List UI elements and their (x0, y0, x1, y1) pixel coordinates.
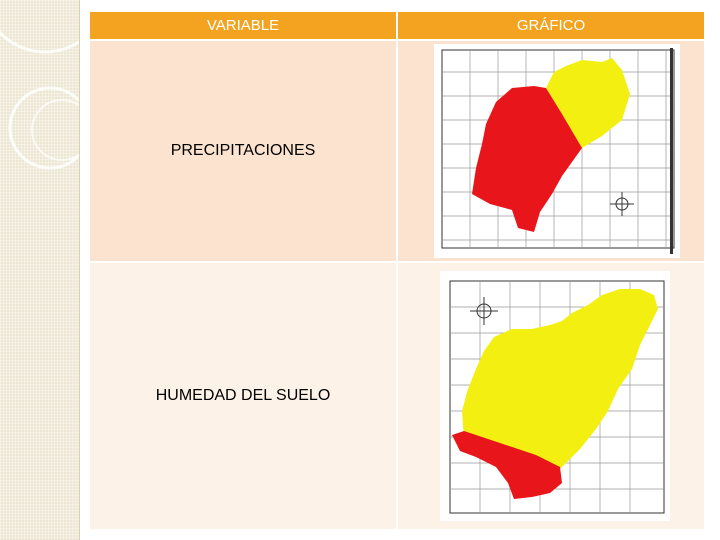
soil-moisture-map-icon (440, 271, 670, 521)
table-row: PRECIPITACIONES (88, 39, 706, 263)
table-header-row: VARIABLE GRÁFICO (88, 10, 706, 41)
decorative-circles-icon (0, 30, 79, 170)
graphic-cell (396, 261, 706, 531)
variable-label: PRECIPITACIONES (88, 39, 398, 263)
header-grafico: GRÁFICO (396, 10, 706, 41)
decorative-sidebar (0, 0, 80, 540)
graphic-cell (396, 39, 706, 263)
table-row: HUMEDAD DEL SUELO (88, 261, 706, 531)
precipitation-map-icon (434, 44, 680, 258)
variable-label: HUMEDAD DEL SUELO (88, 261, 398, 531)
variables-table: VARIABLE GRÁFICO PRECIPITACIONES (88, 10, 706, 531)
header-variable: VARIABLE (88, 10, 398, 41)
